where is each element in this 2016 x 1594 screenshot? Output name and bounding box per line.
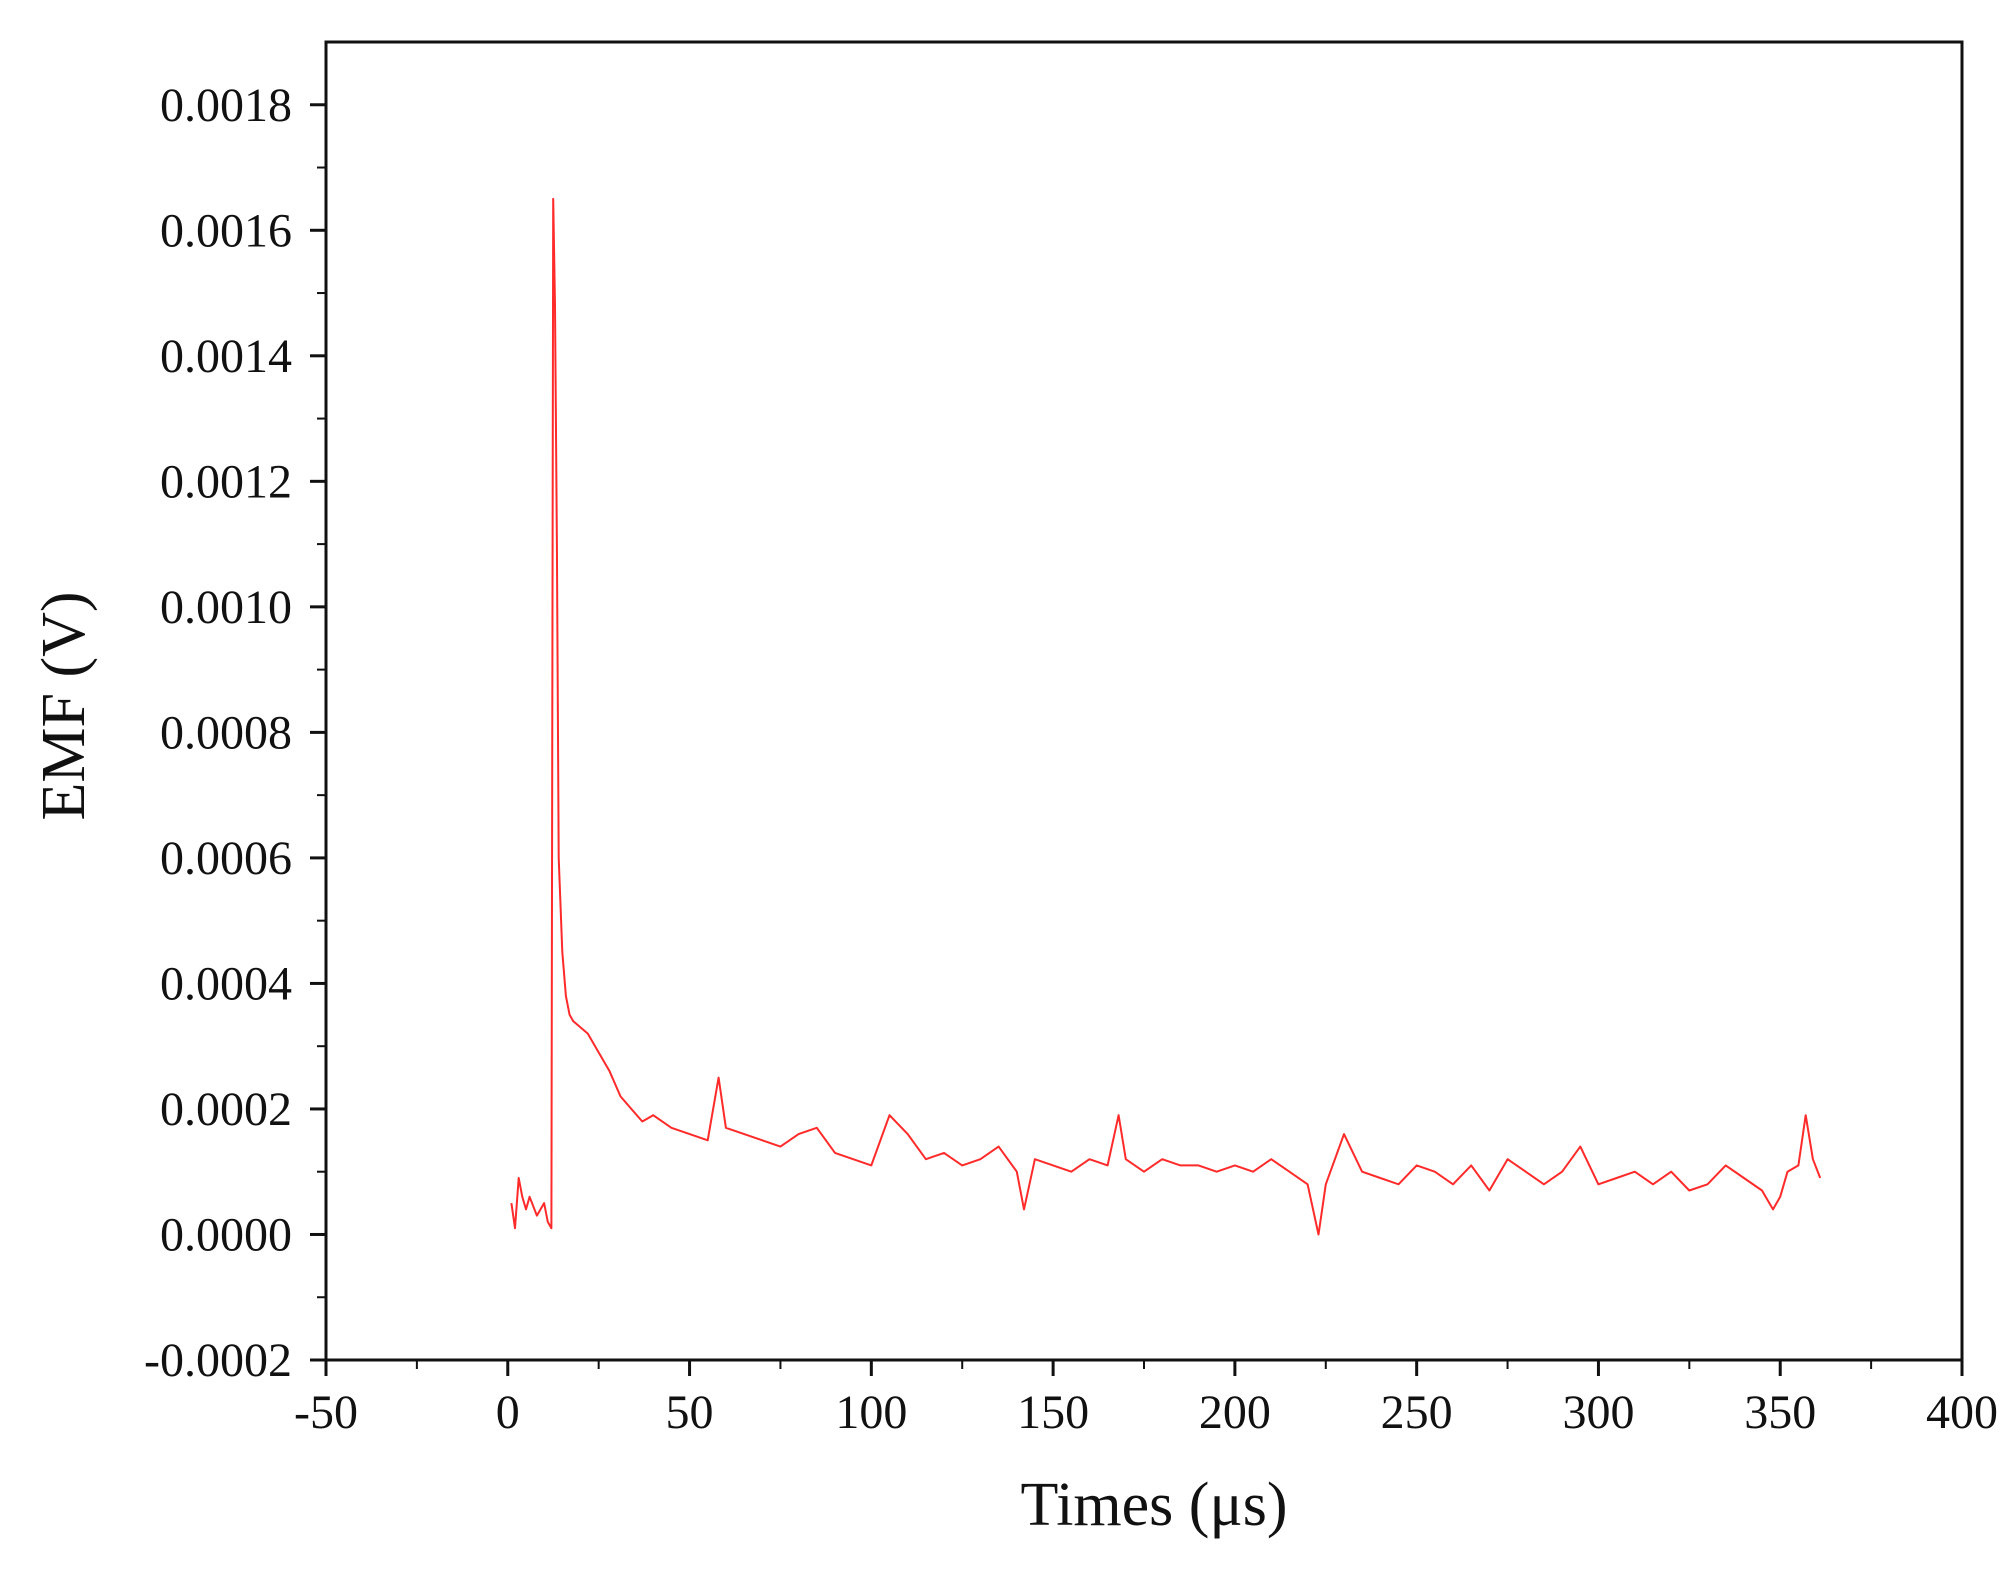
x-tick-label: 250 [1381, 1386, 1453, 1439]
x-tick-label: 100 [835, 1386, 907, 1439]
x-tick-label: 300 [1562, 1386, 1634, 1439]
x-tick-label: -50 [294, 1386, 358, 1439]
y-tick-label: 0.0002 [160, 1083, 292, 1136]
series-layer [510, 197, 1822, 1236]
y-tick-label: 0.0014 [160, 330, 292, 383]
axis-ticks [310, 103, 1964, 1376]
y-tick-label: 0.0004 [160, 957, 292, 1010]
y-tick-label: 0.0018 [160, 79, 292, 132]
x-tick-label: 350 [1744, 1386, 1816, 1439]
x-tick-label: 150 [1017, 1386, 1089, 1439]
x-tick-label: 0 [496, 1386, 520, 1439]
y-axis-title: EMF (V) [30, 591, 98, 820]
x-tick-label: 50 [666, 1386, 714, 1439]
y-tick-label: 0.0006 [160, 832, 292, 885]
y-tick-label: 0.0010 [160, 581, 292, 634]
y-tick-label: 0.0000 [160, 1208, 292, 1261]
y-tick-label: 0.0016 [160, 204, 292, 257]
y-tick-label: 0.0008 [160, 706, 292, 759]
y-tick-label: 0.0012 [160, 455, 292, 508]
plot-frame [324, 40, 1964, 1362]
series-line-1 [510, 197, 1822, 1236]
x-axis-title: Times (μs) [1021, 1471, 1288, 1539]
axis-labels: -50 0 50 100 150 200 250 300 350 400 -0.0002 0.0000… [144, 79, 1998, 1439]
plot-area-border [324, 40, 1964, 1362]
x-tick-label: 400 [1926, 1386, 1998, 1439]
x-tick-label: 200 [1199, 1386, 1271, 1439]
y-tick-label: -0.0002 [144, 1334, 292, 1387]
